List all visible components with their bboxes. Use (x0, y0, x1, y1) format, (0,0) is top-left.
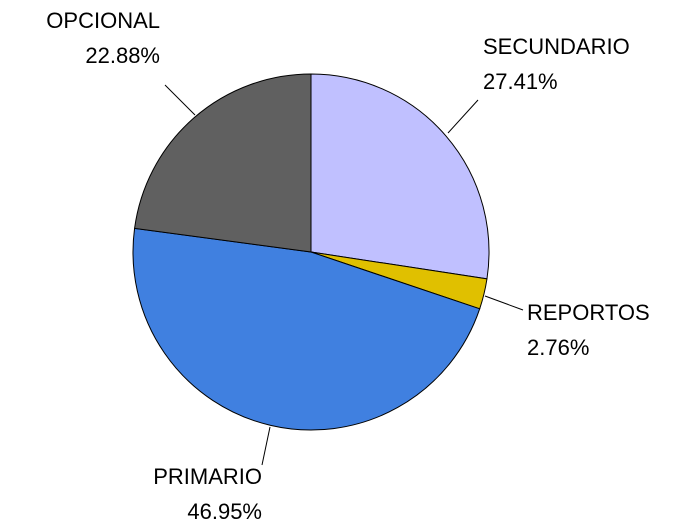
slice-value-label: 46.95% (187, 499, 262, 524)
leader-line (164, 84, 196, 116)
pie-slice (132, 227, 481, 431)
slice-label: PRIMARIO (153, 464, 262, 489)
pie-slice (310, 73, 490, 280)
slice-label: SECUNDARIO (483, 34, 630, 59)
slice-label: OPCIONAL (46, 8, 160, 33)
pie-slice (134, 73, 312, 253)
leader-line (484, 295, 524, 311)
leader-line (261, 426, 271, 466)
slice-label: REPORTOS (527, 300, 650, 325)
slice-value-label: 22.88% (85, 43, 160, 68)
slice-value-label: 27.41% (483, 69, 558, 94)
slice-value-label: 2.76% (527, 335, 589, 360)
leader-line (447, 99, 479, 134)
